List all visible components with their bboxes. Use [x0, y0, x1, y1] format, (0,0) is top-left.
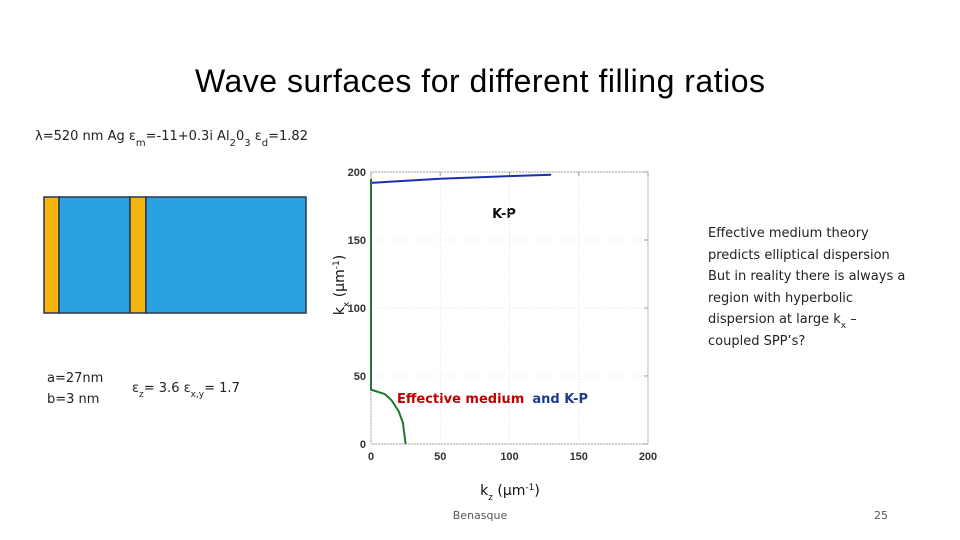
footer: Benasque [453, 509, 508, 522]
text: 0 [236, 129, 244, 144]
text: Effective medium [397, 392, 524, 407]
text: k [332, 306, 348, 315]
dielectric-layer [145, 196, 307, 314]
text: and K-P [532, 392, 588, 407]
text-line: Effective medium theory [708, 226, 869, 241]
text-line: coupled SPP’s? [708, 334, 805, 349]
text: λ=520 nm Ag ε [35, 129, 136, 144]
x-tick-label: 200 [639, 451, 657, 463]
text: – [846, 312, 857, 327]
text: (μm [493, 483, 525, 499]
y-tick-label: 0 [360, 439, 366, 451]
text: ) [534, 483, 539, 499]
text: 2 [230, 138, 236, 149]
series-line [370, 178, 407, 445]
text: (μm [332, 269, 348, 301]
layer-a: a=27nm [47, 371, 103, 386]
text: =-11+0.3i Al [146, 129, 230, 144]
annotation: K-P [492, 207, 516, 222]
metal-layer [129, 196, 147, 314]
layer-eps: εz= 3.6 εx,y= 1.7 [132, 381, 240, 400]
y-tick-label: 50 [354, 371, 366, 383]
page-number: 25 [874, 509, 888, 522]
text: = 1.7 [204, 381, 240, 396]
x-tick-label: 0 [368, 451, 374, 463]
y-axis-label: kx (μm-1) [332, 255, 352, 315]
text-line: But in reality there is always a [708, 269, 905, 284]
x-axis-label: kz (μm-1) [480, 483, 540, 503]
text: x,y [191, 390, 205, 400]
slide-title: Wave surfaces for different filling rati… [195, 63, 765, 99]
text-line: region with hyperbolic [708, 291, 853, 306]
series-line [370, 173, 552, 184]
layer-diagram [43, 196, 307, 314]
y-tick-label: 100 [348, 303, 366, 315]
text: z [139, 390, 144, 400]
text: dispersion at large k [708, 312, 841, 327]
dielectric-layer [58, 196, 131, 314]
y-tick-label: 150 [348, 235, 366, 247]
text: x [841, 321, 847, 331]
parameters: λ=520 nm Ag εm=-11+0.3i Al203 εd=1.82 [35, 129, 308, 149]
paragraph: Effective medium theory predicts ellipti… [708, 226, 905, 349]
text-line: dispersion at large kx – [708, 312, 857, 331]
text: x [342, 301, 352, 307]
text: ε [132, 381, 139, 396]
text: 3 [244, 138, 250, 149]
metal-layer [43, 196, 60, 314]
text: -1 [332, 260, 342, 269]
y-tick-label: 200 [348, 167, 366, 179]
layer-b: b=3 nm [47, 392, 99, 407]
text: ε [251, 129, 262, 144]
text: =1.82 [268, 129, 308, 144]
text: ) [332, 255, 348, 260]
chart: K-P Effective medium and K-P kz (μm-1) kx… [332, 167, 657, 503]
text: k [480, 483, 489, 499]
text: d [262, 138, 268, 149]
text: m [136, 138, 146, 149]
text-line: predicts elliptical dispersion [708, 248, 890, 263]
text: -1 [525, 483, 534, 493]
text: z [488, 493, 493, 503]
text: = 3.6 ε [144, 381, 191, 396]
x-tick-label: 100 [500, 451, 518, 463]
x-tick-label: 50 [434, 451, 446, 463]
annotation: Effective medium and K-P [397, 392, 588, 407]
x-tick-label: 150 [570, 451, 588, 463]
